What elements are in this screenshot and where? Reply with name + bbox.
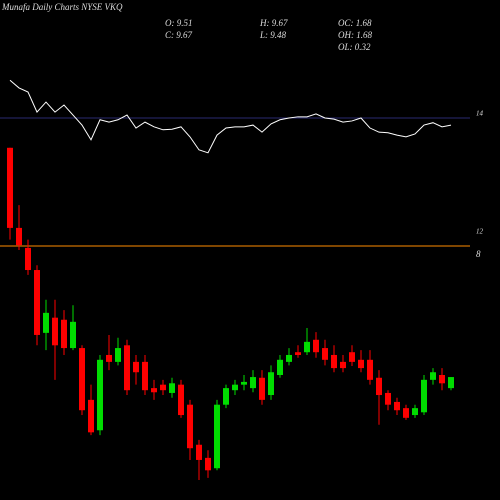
y2-tick-label: 12 bbox=[476, 228, 484, 236]
stat: H: 9.67 bbox=[259, 18, 288, 28]
candle-body bbox=[43, 312, 49, 333]
candle-body bbox=[340, 361, 346, 369]
candle-body bbox=[232, 384, 238, 391]
candle-body bbox=[115, 348, 121, 362]
candle-body bbox=[70, 321, 76, 349]
candle-body bbox=[88, 399, 94, 433]
stat: OH: 1.68 bbox=[338, 30, 372, 40]
candle-body bbox=[34, 270, 40, 335]
candle-body bbox=[7, 147, 13, 228]
candle-body bbox=[16, 227, 22, 246]
candle-body bbox=[412, 408, 418, 416]
candle-body bbox=[151, 388, 157, 393]
candle-body bbox=[124, 345, 130, 391]
candle-body bbox=[358, 359, 364, 369]
y2-tick-label: 14 bbox=[476, 110, 484, 118]
indicator-line bbox=[9, 79, 452, 154]
candle-body bbox=[421, 379, 427, 413]
stat: L: 9.48 bbox=[259, 30, 287, 40]
candle-body bbox=[304, 341, 310, 353]
stat: C: 9.67 bbox=[165, 30, 193, 40]
candle-body bbox=[214, 404, 220, 469]
candle-body bbox=[52, 317, 58, 346]
candle-body bbox=[376, 377, 382, 396]
candle-body bbox=[106, 354, 112, 362]
candle-body bbox=[259, 377, 265, 400]
candle-body bbox=[268, 372, 274, 396]
candle-body bbox=[178, 384, 184, 416]
stat: OC: 1.68 bbox=[338, 18, 372, 28]
candle-body bbox=[439, 375, 445, 384]
candle-body bbox=[394, 401, 400, 411]
candle-body bbox=[133, 361, 139, 373]
stat: O: 9.51 bbox=[165, 18, 193, 28]
candle-body bbox=[322, 348, 328, 360]
candle-body bbox=[313, 339, 319, 353]
candle-body bbox=[331, 354, 337, 369]
candle-body bbox=[430, 372, 436, 380]
candle-body bbox=[385, 392, 391, 405]
candle-body bbox=[196, 444, 202, 460]
candle-body bbox=[187, 404, 193, 449]
candle-body bbox=[25, 247, 31, 271]
candle-body bbox=[61, 319, 67, 349]
candle-body bbox=[169, 383, 175, 393]
candle-body bbox=[142, 361, 148, 391]
annotation: 8 bbox=[476, 249, 481, 259]
candle-body bbox=[97, 359, 103, 431]
candle-body bbox=[367, 359, 373, 380]
candle-body bbox=[205, 457, 211, 471]
candle-body bbox=[277, 359, 283, 375]
candle-body bbox=[403, 408, 409, 418]
candle-body bbox=[241, 381, 247, 385]
candle-body bbox=[79, 348, 85, 411]
candle-body bbox=[160, 384, 166, 391]
chart-title: Munafa Daily Charts NYSE VKQ bbox=[1, 2, 123, 12]
candle-body bbox=[349, 352, 355, 362]
candle-body bbox=[286, 354, 292, 362]
candle-body bbox=[295, 352, 301, 355]
candle-body bbox=[250, 377, 256, 389]
stat: OL: 0.32 bbox=[338, 42, 371, 52]
candle-body bbox=[448, 377, 454, 389]
candle-body bbox=[223, 388, 229, 405]
